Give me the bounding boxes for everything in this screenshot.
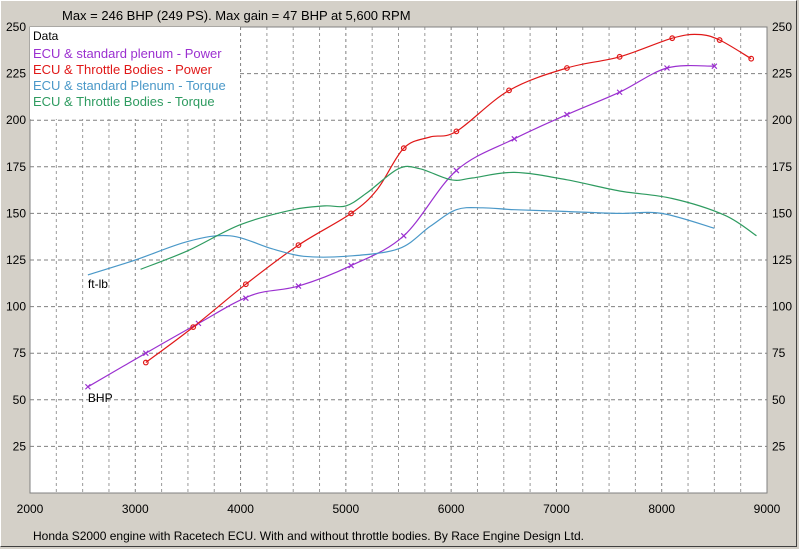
data-point-marker: [348, 262, 355, 269]
data-point-marker: [453, 167, 460, 174]
data-point-marker: [711, 63, 718, 70]
y-tick-label-right: 50: [772, 393, 786, 407]
y-tick-label-left: 250: [6, 20, 26, 34]
data-point-marker: [564, 65, 570, 71]
y-tick-label-left: 100: [6, 300, 26, 314]
y-tick-label-right: 100: [772, 300, 792, 314]
annotations: ft-lb BHP: [88, 277, 113, 405]
y-tick-label-right: 150: [772, 206, 792, 220]
x-tick-label: 9000: [754, 502, 781, 516]
y-tick-label-right: 125: [772, 253, 792, 267]
y-tick-label-left: 75: [13, 346, 27, 360]
series-line: [87, 206, 715, 276]
data-point-marker: [453, 128, 460, 135]
data-point-marker: [616, 53, 623, 60]
x-tick-label: 5000: [333, 502, 360, 516]
x-tick-label: 2000: [17, 502, 44, 516]
y-tick-label-right: 200: [772, 113, 792, 127]
legend-box: [30, 27, 240, 119]
data-point-marker: [616, 89, 623, 96]
data-point-marker: [748, 55, 755, 62]
y-tick-label-right: 250: [772, 20, 792, 34]
header-text: Max = 246 BHP (249 PS). Max gain = 47 BH…: [62, 8, 411, 23]
y-tick-label-right: 25: [772, 439, 786, 453]
y-tick-label-left: 200: [6, 113, 26, 127]
series-3: [87, 206, 715, 276]
data-point-marker: [190, 324, 197, 331]
x-tick-label: 8000: [648, 502, 675, 516]
legend-entry: ECU & Throttle Bodies - Torque: [33, 94, 215, 109]
axis-ticks: 25 25 50 50 75 75 100 100 125 125 150 150 175 175 200 2…: [6, 20, 792, 516]
data-point-marker: [400, 145, 407, 152]
series-line: [145, 33, 752, 363]
data-point-marker: [84, 383, 91, 390]
data-point-marker: [242, 295, 249, 302]
series-2: [142, 33, 755, 366]
x-tick-label: 4000: [227, 502, 254, 516]
annotation-label: BHP: [88, 391, 113, 405]
y-tick-label-left: 175: [6, 160, 26, 174]
data-point-marker: [400, 232, 407, 239]
legend-entry: ECU & standard Plenum - Torque: [33, 78, 226, 93]
series-line: [140, 165, 757, 270]
data-point-marker: [295, 283, 302, 290]
y-tick-label-left: 150: [6, 206, 26, 220]
y-tick-label-left: 50: [13, 393, 27, 407]
legend-title: Data: [33, 29, 59, 43]
data-point-marker: [511, 135, 518, 142]
data-point-marker: [242, 281, 249, 288]
x-tick-label: 3000: [122, 502, 149, 516]
y-tick-label-right: 175: [772, 160, 792, 174]
legend-entry: ECU & standard plenum - Power: [33, 46, 222, 61]
data-point-marker: [142, 359, 149, 366]
annotation-label: ft-lb: [88, 277, 108, 291]
y-tick-label-left: 25: [13, 439, 27, 453]
data-point-marker: [564, 111, 570, 118]
data-point-marker: [348, 210, 355, 217]
y-tick-label-left: 225: [6, 67, 26, 81]
series-4: [140, 165, 757, 270]
legend-entry: ECU & Throttle Bodies - Power: [33, 62, 213, 77]
footer-text: Honda S2000 engine with Racetech ECU. Wi…: [33, 529, 584, 543]
x-tick-label: 6000: [438, 502, 465, 516]
x-tick-label: 7000: [543, 502, 570, 516]
data-point-marker: [142, 350, 149, 357]
data-point-marker: [716, 37, 723, 43]
data-point-marker: [506, 87, 512, 94]
y-tick-label-right: 75: [772, 346, 786, 360]
data-point-marker: [664, 65, 670, 71]
y-tick-label-right: 225: [772, 67, 792, 81]
data-point-marker: [295, 242, 302, 248]
y-tick-label-left: 125: [6, 253, 26, 267]
data-point-marker: [669, 35, 676, 42]
series-layer: [84, 33, 757, 390]
